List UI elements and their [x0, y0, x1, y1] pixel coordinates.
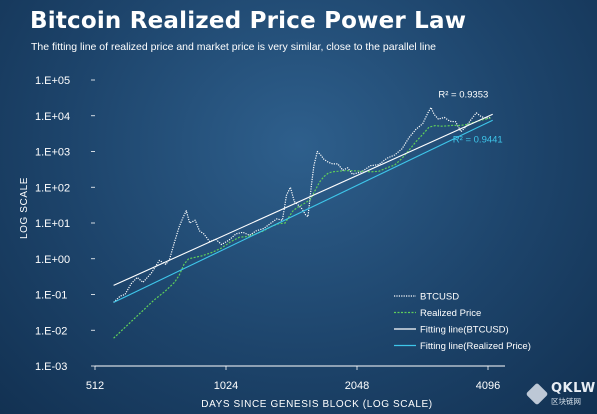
- legend: BTCUSD Realized Price Fitting line(BTCUSD)…: [394, 292, 531, 352]
- y-tick-label: 1.E+03: [35, 147, 70, 159]
- y-tick-label: 1.E+04: [35, 111, 70, 123]
- y-axis: 1.E+05 1.E+04 1.E+03 1.E+02 1.E+01 1.E+00 1.E-…: [35, 75, 95, 373]
- legend-label: Fitting line(Realized Price): [420, 341, 531, 352]
- x-tick-label: 1024: [214, 380, 238, 392]
- x-axis: 512 1024 2048 4096: [86, 365, 505, 392]
- y-axis-title: LOG SCALE: [19, 177, 30, 239]
- chart-subtitle: The fitting line of realized price and m…: [31, 41, 437, 53]
- watermark-logo: QKLW 区块链网: [525, 380, 595, 408]
- y-tick-label: 1.E-03: [35, 361, 67, 373]
- annotations: R² = 0.9353 R² = 0.9441: [438, 90, 502, 146]
- watermark-brand: QKLW: [551, 381, 596, 396]
- x-tick-label: 2048: [345, 380, 369, 392]
- legend-label: Fitting line(BTCUSD): [420, 325, 509, 336]
- x-tick-label: 512: [86, 380, 104, 392]
- series-line-realized-price: [113, 117, 491, 339]
- r-squared-label: R² = 0.9441: [453, 134, 503, 145]
- y-tick-label: 1.E+02: [35, 182, 70, 194]
- y-tick-label: 1.E-02: [35, 325, 67, 337]
- legend-label: Realized Price: [420, 308, 481, 319]
- y-tick-label: 1.E+01: [35, 218, 70, 230]
- x-tick-label: 4096: [476, 380, 500, 392]
- y-tick-label: 1.E+00: [35, 254, 70, 266]
- watermark-sub: 区块链网: [551, 397, 581, 406]
- logo-icon: [525, 382, 549, 406]
- series-line-fitting-line-realized-price: [113, 119, 493, 303]
- x-axis-title: DAYS SINCE GENESIS BLOCK (LOG SCALE): [201, 399, 432, 410]
- chart-title: Bitcoin Realized Price Power Law: [30, 8, 467, 34]
- r-squared-label: R² = 0.9353: [438, 90, 488, 101]
- plot-lines: [113, 106, 493, 339]
- series-line-fitting-line-btcusd: [113, 113, 493, 286]
- y-tick-label: 1.E-01: [35, 290, 67, 302]
- legend-label: BTCUSD: [420, 292, 459, 303]
- series-line-btcusd: [113, 106, 491, 303]
- y-tick-label: 1.E+05: [35, 75, 70, 87]
